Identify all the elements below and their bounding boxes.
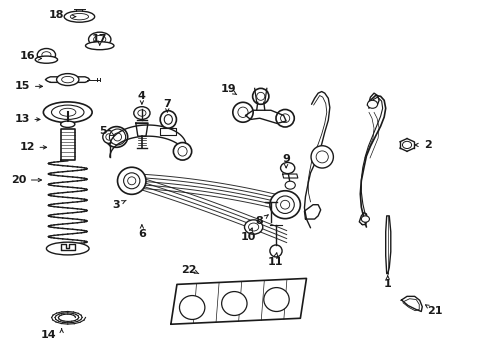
Text: 22: 22	[181, 265, 196, 275]
Ellipse shape	[269, 191, 300, 219]
Text: 5: 5	[99, 126, 107, 136]
Text: 9: 9	[282, 154, 289, 164]
Ellipse shape	[179, 296, 204, 319]
Text: 21: 21	[427, 306, 442, 316]
Ellipse shape	[102, 131, 115, 143]
Ellipse shape	[51, 105, 84, 120]
Ellipse shape	[46, 242, 89, 255]
Text: 6: 6	[138, 229, 145, 239]
Ellipse shape	[361, 216, 369, 222]
Ellipse shape	[57, 73, 79, 86]
Ellipse shape	[366, 100, 377, 108]
Ellipse shape	[134, 107, 150, 120]
Text: 8: 8	[255, 216, 263, 226]
Text: 7: 7	[163, 99, 171, 109]
Ellipse shape	[117, 167, 145, 194]
Ellipse shape	[280, 162, 294, 174]
Ellipse shape	[35, 56, 58, 63]
Text: 1: 1	[383, 279, 391, 289]
Ellipse shape	[43, 102, 92, 123]
Text: 18: 18	[49, 10, 64, 20]
Ellipse shape	[275, 196, 294, 213]
Text: 17: 17	[92, 33, 107, 44]
Ellipse shape	[109, 129, 125, 145]
Ellipse shape	[88, 32, 111, 46]
Ellipse shape	[263, 288, 288, 311]
Text: 14: 14	[41, 330, 57, 341]
Text: 20: 20	[11, 175, 26, 185]
Text: 13: 13	[14, 114, 30, 125]
Ellipse shape	[173, 143, 191, 160]
Ellipse shape	[37, 49, 56, 61]
Text: 4: 4	[138, 91, 145, 101]
Ellipse shape	[310, 146, 333, 168]
Ellipse shape	[85, 42, 114, 50]
Text: 11: 11	[266, 257, 282, 267]
Ellipse shape	[105, 127, 127, 147]
Ellipse shape	[61, 121, 75, 127]
Text: 19: 19	[220, 84, 236, 94]
Ellipse shape	[285, 181, 295, 189]
Ellipse shape	[160, 111, 176, 128]
Ellipse shape	[123, 173, 140, 189]
Text: 2: 2	[424, 140, 431, 150]
Ellipse shape	[269, 245, 282, 257]
Text: 16: 16	[19, 51, 35, 62]
Ellipse shape	[164, 114, 172, 124]
Ellipse shape	[232, 102, 253, 122]
Ellipse shape	[252, 88, 268, 104]
Text: 3: 3	[112, 200, 120, 210]
Ellipse shape	[221, 292, 246, 315]
Ellipse shape	[244, 220, 262, 234]
Text: 12: 12	[20, 142, 35, 152]
Text: 15: 15	[14, 81, 30, 91]
Ellipse shape	[64, 11, 95, 22]
Text: 10: 10	[241, 231, 256, 242]
Ellipse shape	[275, 109, 294, 127]
